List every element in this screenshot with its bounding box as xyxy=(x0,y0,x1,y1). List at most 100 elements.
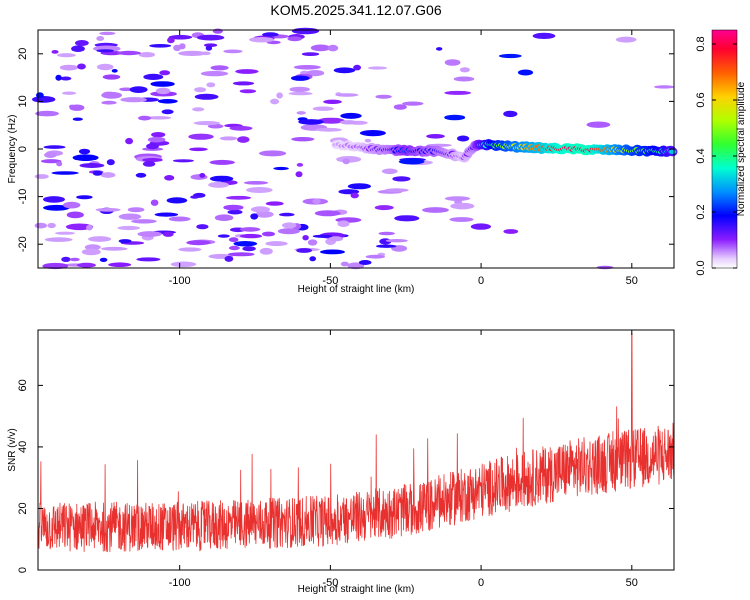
spectrogram-noise-cell xyxy=(398,158,425,165)
spectrogram-noise-cell xyxy=(96,49,114,53)
spectrogram-noise-cell xyxy=(146,143,159,150)
spectrogram-noise-cell xyxy=(296,111,306,115)
spectrogram-noise-cell xyxy=(249,37,274,43)
spectrogram-noise-cell xyxy=(237,136,250,143)
spectrogram-noise-cell xyxy=(117,225,141,231)
spectrogram-noise-cell xyxy=(342,158,350,165)
spectrogram-noise-cell xyxy=(402,101,424,106)
spectrogram-noise-cell xyxy=(323,99,342,105)
spectrogram-noise-cell xyxy=(394,215,420,222)
spectrogram-noise-cell xyxy=(35,110,59,117)
spectrogram-noise-cell xyxy=(206,82,216,88)
spectrogram-noise-cell xyxy=(444,90,472,95)
spectrogram-noise-cell xyxy=(328,236,343,242)
x-tick-label: -100 xyxy=(169,275,191,287)
spectrogram-noise-cell xyxy=(164,175,175,181)
spectrogram-noise-cell xyxy=(196,224,209,230)
spectrogram-noise-cell xyxy=(312,198,321,205)
colorbar-tick-label: 0.2 xyxy=(695,204,707,219)
spectrogram-noise-cell xyxy=(282,222,297,229)
spectrogram-noise-cell xyxy=(51,50,59,54)
spectrogram-noise-cell xyxy=(199,173,206,178)
spectrogram-noise-cell xyxy=(365,254,385,259)
spectrogram-noise-cell xyxy=(200,70,229,77)
spectrogram-noise-cell xyxy=(287,36,303,42)
spectrogram-noise-cell xyxy=(340,261,349,267)
spectrogram-noise-cell xyxy=(298,119,324,125)
spectrogram-noise-cell xyxy=(503,110,518,118)
spectrogram-noise-cell xyxy=(194,87,207,93)
spectrogram-noise-cell xyxy=(40,159,62,164)
colorbar-tick-label: 0.0 xyxy=(695,260,707,275)
spectrogram-noise-cell xyxy=(250,206,271,213)
spectrogram-noise-cell xyxy=(151,132,166,138)
spectrogram-noise-cell xyxy=(95,208,121,212)
spectrogram-noise-cell xyxy=(129,86,148,93)
spectrogram-noise-cell xyxy=(155,87,171,95)
spectrogram-noise-cell xyxy=(393,104,407,110)
spectrogram-noise-cell xyxy=(170,261,197,268)
spectrogram-noise-cell xyxy=(384,188,409,193)
spectrogram-noise-cell xyxy=(378,231,395,236)
spectrogram-noise-cell xyxy=(88,236,112,242)
spectrogram-noise-cell xyxy=(101,91,122,99)
spectrogram-noise-cell xyxy=(143,73,164,80)
spectrogram-noise-cell xyxy=(498,53,522,59)
y-tick-label: 20 xyxy=(17,48,29,60)
spectrogram-noise-cell xyxy=(178,247,202,252)
spectrogram-noise-cell xyxy=(228,245,240,251)
spectrogram-noise-cell xyxy=(320,249,345,255)
spectrogram-noise-cell xyxy=(78,148,91,155)
spectrogram-x-ticks: -100 -50 0 50 xyxy=(169,30,638,287)
snr-x-axis-label: Height of straight line (km) xyxy=(298,584,415,595)
spectrogram-noise-cell xyxy=(101,100,117,105)
spectrogram-noise-cell xyxy=(224,255,234,262)
spectrogram-noise-cell xyxy=(111,69,118,73)
spectrogram-noise-cell xyxy=(34,222,47,229)
spectrogram-noise-cell xyxy=(137,231,162,237)
spectrogram-noise-cell xyxy=(106,159,115,166)
spectrogram-noise-cell xyxy=(51,171,79,175)
spectrogram-noise-cell xyxy=(84,244,101,251)
spectrogram-noise-cell xyxy=(76,262,96,268)
spectrogram-noise-cell xyxy=(375,94,392,99)
x-tick-label: 50 xyxy=(626,577,638,589)
spectrogram-noise-cell xyxy=(265,241,288,247)
spectrogram-noise-cell xyxy=(654,85,675,89)
spectrogram-noise-cell xyxy=(246,187,273,193)
spectrogram-noise-cell xyxy=(138,52,155,58)
spectrogram-noise-cell xyxy=(276,92,283,99)
spectrogram-noise-cell xyxy=(470,223,491,230)
spectrogram-noise-cell xyxy=(367,66,388,70)
colorbar: 0.0 0.2 0.4 0.6 0.8 Normalized spectral ampl… xyxy=(695,29,747,276)
spectrogram-noise-cell xyxy=(188,133,214,140)
x-tick-label: 0 xyxy=(478,275,484,287)
spectrogram-noise-cell xyxy=(200,51,211,56)
spectrogram-noise-cell xyxy=(138,115,152,121)
spectrogram-noise-cell xyxy=(92,170,103,176)
x-tick-label: -50 xyxy=(322,577,338,589)
spectrogram-noise-cell xyxy=(436,47,443,51)
spectrogram-noise-cell xyxy=(34,174,49,179)
figure-title: KOM5.2025.341.12.07.G06 xyxy=(270,2,441,18)
spectrogram-noise-cell xyxy=(385,239,408,243)
spectrogram-noise-cell xyxy=(168,216,191,222)
spectrogram-noise-cell xyxy=(250,213,259,220)
spectrogram-noise-cell xyxy=(118,213,142,220)
spectrogram-y-axis-label: Frequency (Hz) xyxy=(7,115,18,184)
spectrogram-noise-cell xyxy=(205,45,213,51)
spectrogram-noise-cell xyxy=(69,104,85,111)
spectrogram-noise-cell xyxy=(243,181,269,185)
spectrogram-noise-cell xyxy=(340,112,362,119)
spectrogram-noise-cell xyxy=(192,107,205,112)
spectrogram-noise-cell xyxy=(102,74,121,80)
spectrogram-signal-cell xyxy=(668,149,677,154)
colorbar-label: Normalized spectral amplitude xyxy=(736,81,747,216)
spectrogram-noise-cell xyxy=(444,114,466,121)
spectrogram-noise-cell xyxy=(179,43,186,50)
spectrogram-noise-cell xyxy=(56,161,63,167)
spectrogram-noise-cell xyxy=(75,40,89,46)
spectrogram-noise-cell xyxy=(116,50,141,56)
spectrogram-noise-cell xyxy=(136,257,161,262)
